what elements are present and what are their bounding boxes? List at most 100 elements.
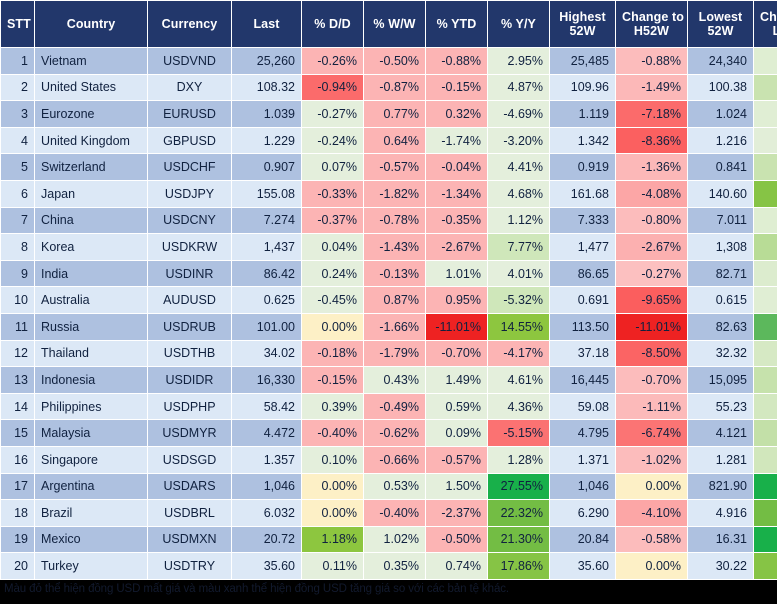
column-header-yy[interactable]: % Y/Y [488, 1, 550, 48]
cell-country: Vietnam [35, 48, 148, 75]
cell-ww: -0.57% [364, 154, 426, 181]
cell-h52: 113.50 [550, 313, 616, 340]
cell-h52: 1,046 [550, 473, 616, 500]
cell-yy: -3.20% [488, 127, 550, 154]
column-header-country[interactable]: Country [35, 1, 148, 48]
cell-dd: -0.37% [302, 207, 364, 234]
cell-cl52: 7.89% [754, 154, 777, 181]
cell-cl52: 8.18% [754, 367, 777, 394]
cell-dd: -0.33% [302, 180, 364, 207]
cell-last: 1,437 [232, 234, 302, 261]
cell-l52: 1.281 [688, 446, 754, 473]
cell-ch52: -2.67% [616, 234, 688, 261]
cell-yy: 1.12% [488, 207, 550, 234]
cell-ccy: USDJPY [148, 180, 232, 207]
cell-ww: -0.78% [364, 207, 426, 234]
column-header-ww[interactable]: % W/W [364, 1, 426, 48]
cell-cl52: 10.30% [754, 180, 777, 207]
cell-ww: 0.53% [364, 473, 426, 500]
cell-last: 7.274 [232, 207, 302, 234]
cell-ch52: -9.65% [616, 287, 688, 314]
cell-stt: 19 [1, 526, 35, 553]
cell-ww: 1.02% [364, 526, 426, 553]
cell-ch52: -11.01% [616, 313, 688, 340]
cell-yy: 14.55% [488, 313, 550, 340]
cell-ytd: -0.04% [426, 154, 488, 181]
cell-l52: 82.71 [688, 260, 754, 287]
cell-ww: -1.82% [364, 180, 426, 207]
cell-dd: 0.04% [302, 234, 364, 261]
cell-ccy: USDMYR [148, 420, 232, 447]
footer-blank-cell [661, 580, 777, 604]
cell-h52: 7.333 [550, 207, 616, 234]
cell-country: Philippines [35, 393, 148, 420]
column-header-stt[interactable]: STT [1, 1, 35, 48]
cell-ww: -0.49% [364, 393, 426, 420]
footer-legend-text: Màu đỏ thể hiện đồng USD mất giá và màu … [4, 583, 509, 595]
cell-country: Brazil [35, 500, 148, 527]
cell-stt: 1 [1, 48, 35, 75]
cell-last: 1.229 [232, 127, 302, 154]
column-header-ccy[interactable]: Currency [148, 1, 232, 48]
cell-last: 1.039 [232, 101, 302, 128]
cell-l52: 0.615 [688, 287, 754, 314]
cell-ch52: -1.11% [616, 393, 688, 420]
cell-last: 1,046 [232, 473, 302, 500]
cell-dd: 1.18% [302, 526, 364, 553]
column-header-ytd[interactable]: % YTD [426, 1, 488, 48]
cell-ccy: USDINR [148, 260, 232, 287]
column-header-last[interactable]: Last [232, 1, 302, 48]
cell-yy: 2.95% [488, 48, 550, 75]
cell-l52: 30.22 [688, 553, 754, 580]
cell-l52: 32.32 [688, 340, 754, 367]
cell-cl52: 17.80% [754, 553, 777, 580]
cell-dd: 0.07% [302, 154, 364, 181]
cell-h52: 86.65 [550, 260, 616, 287]
cell-yy: -4.17% [488, 340, 550, 367]
cell-last: 1.357 [232, 446, 302, 473]
cell-stt: 13 [1, 367, 35, 394]
cell-country: Australia [35, 287, 148, 314]
cell-yy: 4.01% [488, 260, 550, 287]
cell-ch52: -1.02% [616, 446, 688, 473]
cell-h52: 1.119 [550, 101, 616, 128]
cell-stt: 4 [1, 127, 35, 154]
cell-l52: 100.38 [688, 74, 754, 101]
cell-ytd: -0.50% [426, 526, 488, 553]
cell-cl52: 8.52% [754, 420, 777, 447]
cell-ww: 0.64% [364, 127, 426, 154]
cell-last: 0.625 [232, 287, 302, 314]
column-header-dd[interactable]: % D/D [302, 1, 364, 48]
cell-cl52: 22.68% [754, 500, 777, 527]
cell-stt: 9 [1, 260, 35, 287]
cell-last: 34.02 [232, 340, 302, 367]
cell-country: Korea [35, 234, 148, 261]
column-header-cl52[interactable]: Change toL52W [754, 1, 777, 48]
cell-cl52: 5.77% [754, 393, 777, 420]
